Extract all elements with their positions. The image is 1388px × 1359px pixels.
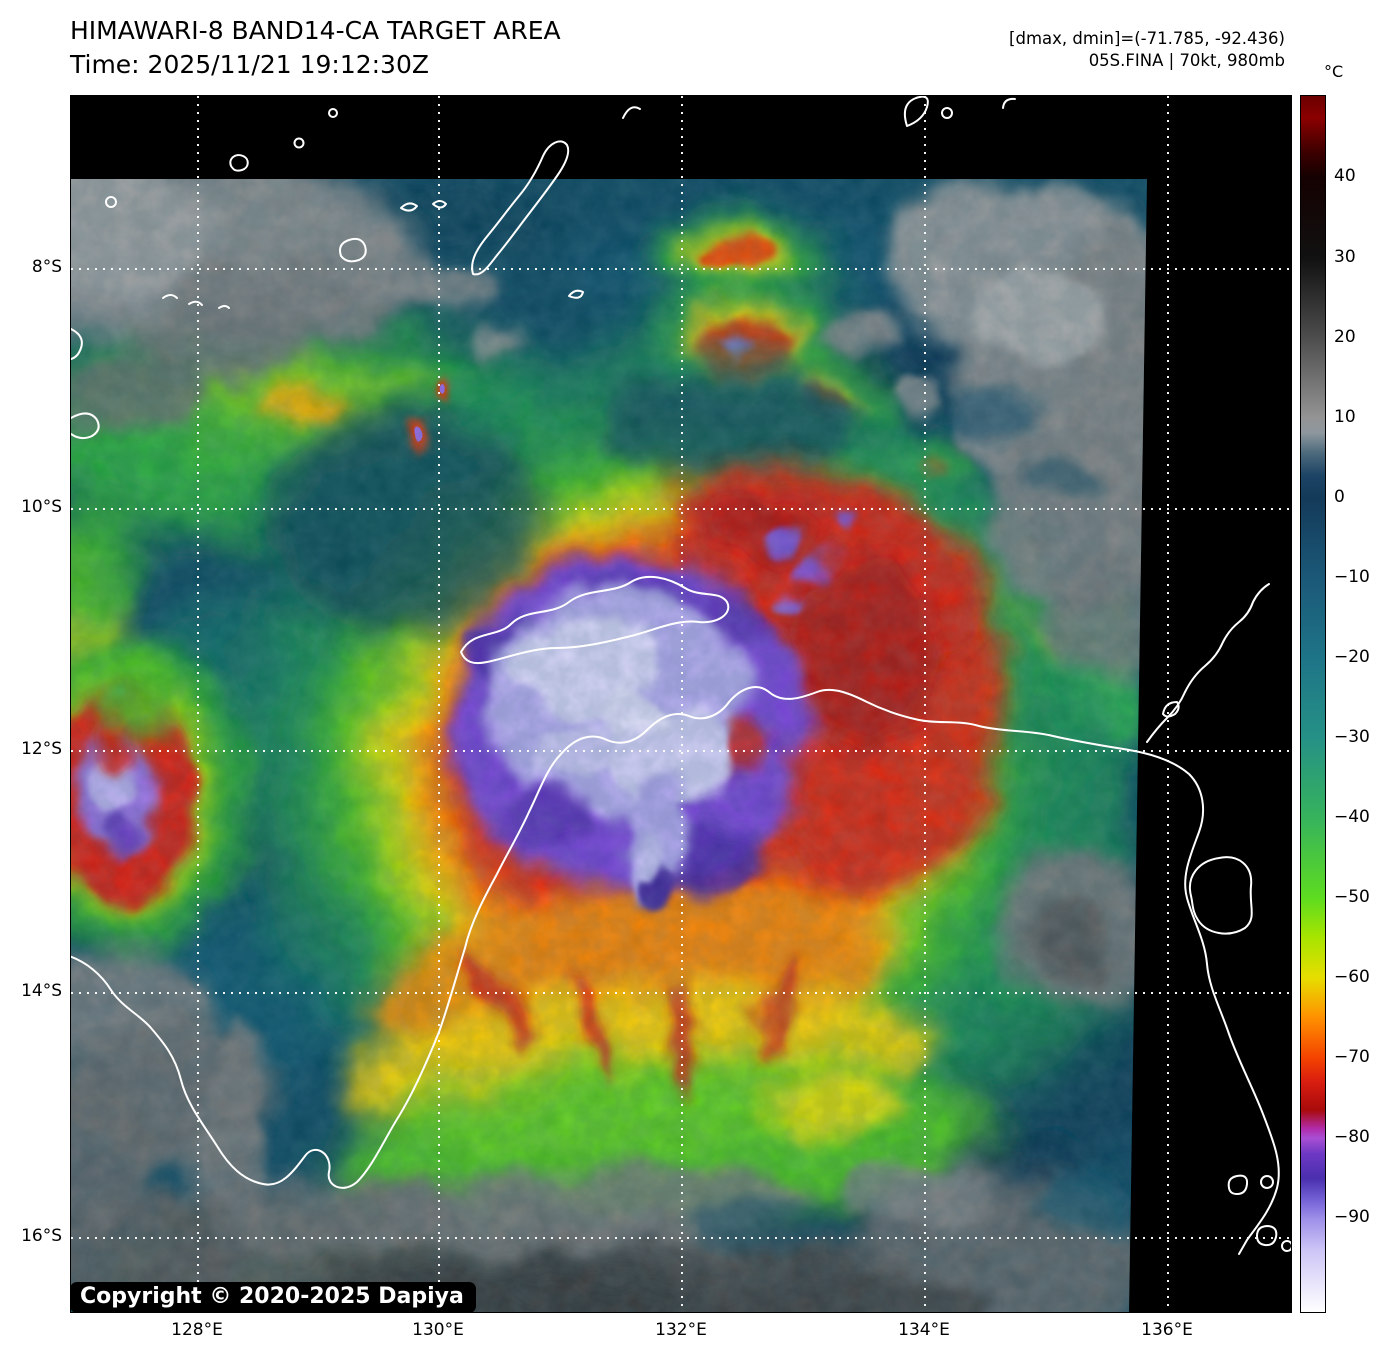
colorbar-tick-label: −10 — [1334, 567, 1370, 587]
lon-tick-label: 130°E — [412, 1320, 464, 1340]
colorbar-tick-label: 40 — [1334, 166, 1356, 186]
colorbar-unit-label: °C — [1324, 62, 1344, 81]
figure-title-block: HIMAWARI-8 BAND14-CA TARGET AREA Time: 2… — [70, 14, 561, 82]
copyright-badge: Copyright © 2020-2025 Dapiya — [70, 1282, 476, 1313]
colorbar-tick-label: −90 — [1334, 1207, 1370, 1227]
page-title: HIMAWARI-8 BAND14-CA TARGET AREA — [70, 16, 561, 45]
colorbar-tick-label: 30 — [1334, 247, 1356, 267]
lat-tick-label: 12°S — [21, 739, 62, 759]
colorbar-tick-label: −50 — [1334, 887, 1370, 907]
colorbar-tick-label: −60 — [1334, 967, 1370, 987]
colorbar-tick-label: 10 — [1334, 407, 1356, 427]
annotation-block: [dmax, dmin]=(-71.785, -92.436) 05S.FINA… — [1009, 28, 1285, 72]
timestamp: Time: 2025/11/21 19:12:30Z — [70, 50, 429, 79]
colorbar-tick-label: −70 — [1334, 1047, 1370, 1067]
satellite-map: Copyright © 2020-2025 Dapiya — [70, 95, 1292, 1313]
colorbar-tick-label: 20 — [1334, 327, 1356, 347]
colorbar-tick-label: −30 — [1334, 727, 1370, 747]
storm-info: 05S.FINA | 70kt, 980mb — [1088, 51, 1285, 70]
lat-tick-label: 16°S — [21, 1226, 62, 1246]
colorbar-tick-label: −20 — [1334, 647, 1370, 667]
colorbar-tick-label: 0 — [1334, 487, 1345, 507]
colorbar-tick-label: −40 — [1334, 807, 1370, 827]
colorbar-tick-label: −80 — [1334, 1127, 1370, 1147]
lon-tick-label: 132°E — [655, 1320, 707, 1340]
lon-tick-label: 134°E — [898, 1320, 950, 1340]
lon-tick-label: 136°E — [1141, 1320, 1193, 1340]
lat-tick-label: 10°S — [21, 497, 62, 517]
lat-tick-label: 8°S — [31, 257, 62, 277]
satellite-image — [71, 96, 1291, 1312]
coastlines — [71, 96, 1291, 1255]
dmax-dmin-readout: [dmax, dmin]=(-71.785, -92.436) — [1009, 29, 1285, 48]
colorbar — [1300, 95, 1326, 1313]
lat-tick-label: 14°S — [21, 981, 62, 1001]
lon-tick-label: 128°E — [171, 1320, 223, 1340]
